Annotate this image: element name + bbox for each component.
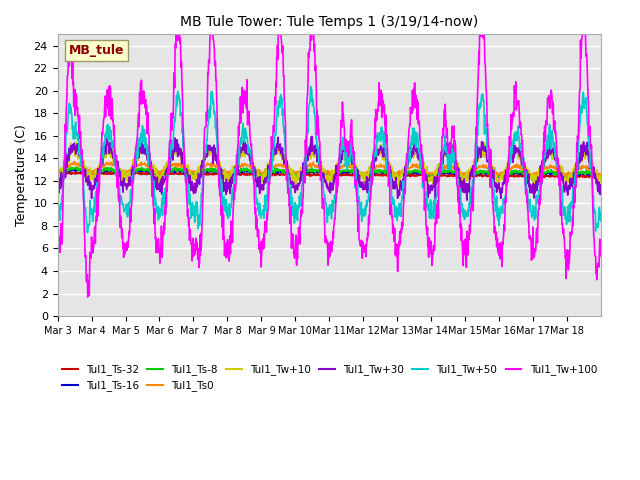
Tul1_Ts-16 (414, 170, 422, 176)
Tul1_Tw+10 (162, 167, 170, 172)
Tul1_Ts-8 (54, 172, 61, 178)
Tul1_Ts-32 (162, 171, 170, 177)
Tul1_Ts-16 (73, 166, 81, 171)
Line: Tul1_Tw+50: Tul1_Tw+50 (58, 86, 602, 232)
Tul1_Ts-8 (236, 169, 243, 175)
Line: Tul1_Ts-8: Tul1_Ts-8 (58, 167, 602, 179)
Line: Tul1_Ts-32: Tul1_Ts-32 (58, 171, 602, 178)
Tul1_Tw+100 (236, 117, 244, 123)
Tul1_Tw+10 (236, 149, 243, 155)
Tul1_Tw+100 (84, 294, 92, 300)
Tul1_Ts0 (414, 164, 422, 170)
Tul1_Tw+50 (84, 229, 92, 235)
Tul1_Ts-32 (54, 170, 61, 176)
Tul1_Ts0 (236, 165, 243, 170)
Tul1_Ts0 (485, 165, 493, 171)
Tul1_Ts0 (162, 167, 170, 173)
Tul1_Tw+50 (162, 194, 170, 200)
Tul1_Ts-16 (175, 168, 182, 173)
Tul1_Tw+10 (485, 157, 493, 163)
Tul1_Tw+100 (162, 211, 170, 217)
Tul1_Ts0 (532, 173, 540, 179)
Tul1_Tw+30 (162, 168, 170, 174)
Line: Tul1_Ts0: Tul1_Ts0 (58, 162, 602, 176)
Tul1_Tw+10 (54, 173, 61, 179)
Tul1_Tw+10 (563, 183, 571, 189)
Tul1_Ts-16 (533, 171, 541, 177)
Tul1_Ts-16 (54, 169, 61, 175)
Tul1_Tw+30 (534, 181, 541, 187)
Tul1_Tw+50 (486, 160, 493, 166)
Tul1_Ts-32 (485, 173, 493, 179)
Tul1_Tw+30 (54, 183, 61, 189)
Tul1_Tw+50 (307, 84, 314, 89)
Tul1_Ts-32 (414, 172, 422, 178)
Tul1_Ts0 (534, 171, 541, 177)
Tul1_Tw+100 (486, 165, 493, 170)
Tul1_Tw+30 (486, 166, 493, 172)
Tul1_Ts-16 (598, 173, 605, 179)
Line: Tul1_Tw+30: Tul1_Tw+30 (58, 136, 602, 200)
Tul1_Ts-8 (175, 166, 182, 172)
Tul1_Tw+10 (175, 147, 182, 153)
Tul1_Ts0 (598, 171, 605, 177)
Tul1_Tw+50 (236, 141, 243, 147)
Tul1_Ts-8 (485, 172, 493, 178)
Tul1_Tw+50 (598, 218, 605, 224)
Tul1_Tw+100 (172, 32, 180, 37)
Tul1_Ts-32 (566, 175, 573, 180)
Tul1_Tw+50 (534, 200, 541, 205)
Tul1_Tw+30 (236, 153, 243, 158)
Tul1_Tw+30 (175, 152, 182, 158)
Tul1_Ts-32 (533, 173, 541, 179)
Legend: Tul1_Ts-32, Tul1_Ts-16, Tul1_Ts-8, Tul1_Ts0, Tul1_Tw+10, Tul1_Tw+30, Tul1_Tw+50,: Tul1_Ts-32, Tul1_Ts-16, Tul1_Ts-8, Tul1_… (58, 360, 601, 396)
Tul1_Ts-8 (534, 173, 541, 179)
Title: MB Tule Tower: Tule Temps 1 (3/19/14-now): MB Tule Tower: Tule Temps 1 (3/19/14-now… (180, 15, 479, 29)
Tul1_Tw+100 (415, 121, 422, 127)
Tul1_Tw+30 (103, 133, 111, 139)
Line: Tul1_Tw+100: Tul1_Tw+100 (58, 35, 602, 297)
Tul1_Tw+30 (414, 146, 422, 152)
Tul1_Ts-8 (414, 169, 422, 175)
Tul1_Ts0 (175, 162, 182, 168)
Tul1_Ts-16 (485, 171, 493, 177)
Text: MB_tule: MB_tule (68, 44, 124, 57)
Tul1_Ts-16 (595, 175, 602, 180)
Tul1_Tw+10 (533, 173, 541, 179)
Tul1_Tw+10 (414, 157, 422, 163)
Tul1_Ts-16 (236, 169, 243, 175)
Tul1_Tw+100 (175, 32, 183, 37)
Tul1_Tw+100 (598, 254, 605, 260)
Tul1_Tw+50 (175, 96, 182, 101)
Tul1_Tw+10 (72, 139, 79, 145)
Tul1_Tw+30 (463, 197, 470, 203)
Line: Tul1_Ts-16: Tul1_Ts-16 (58, 168, 602, 178)
Tul1_Ts-32 (132, 168, 140, 174)
Tul1_Tw+50 (415, 145, 422, 151)
Tul1_Ts-32 (175, 170, 182, 176)
Tul1_Ts-8 (72, 164, 79, 170)
Tul1_Ts-32 (236, 172, 243, 178)
Y-axis label: Temperature (C): Temperature (C) (15, 124, 28, 226)
Tul1_Tw+100 (534, 240, 541, 246)
Tul1_Ts0 (54, 168, 61, 174)
Line: Tul1_Tw+10: Tul1_Tw+10 (58, 142, 602, 186)
Tul1_Tw+30 (598, 190, 605, 195)
Tul1_Ts-32 (598, 173, 605, 179)
Tul1_Ts-16 (162, 170, 170, 176)
Tul1_Tw+100 (54, 233, 61, 239)
Tul1_Tw+50 (54, 199, 61, 205)
Tul1_Ts-8 (162, 170, 170, 176)
Tul1_Ts-8 (532, 176, 540, 181)
Tul1_Ts0 (70, 159, 78, 165)
Tul1_Tw+10 (598, 181, 605, 187)
Tul1_Ts-8 (598, 174, 605, 180)
